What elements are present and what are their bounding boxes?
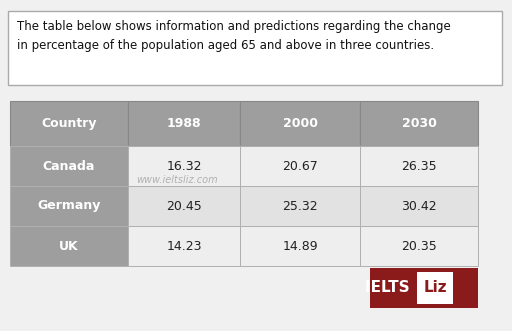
Bar — [128, 186, 240, 226]
Bar — [240, 101, 360, 146]
Bar — [10, 146, 128, 186]
Bar — [360, 226, 478, 266]
Text: Canada: Canada — [43, 160, 95, 172]
Bar — [240, 226, 360, 266]
Bar — [128, 226, 240, 266]
Text: The table below shows information and predictions regarding the change
in percen: The table below shows information and pr… — [17, 20, 451, 52]
Bar — [240, 186, 360, 226]
Text: 1988: 1988 — [167, 117, 201, 130]
Text: 30.42: 30.42 — [401, 200, 437, 213]
Text: 20.35: 20.35 — [401, 240, 437, 253]
Text: 26.35: 26.35 — [401, 160, 437, 172]
Text: 16.32: 16.32 — [166, 160, 202, 172]
Text: 14.89: 14.89 — [282, 240, 318, 253]
Bar — [10, 226, 128, 266]
Text: 20.45: 20.45 — [166, 200, 202, 213]
Text: UK: UK — [59, 240, 79, 253]
Bar — [360, 186, 478, 226]
Text: 2000: 2000 — [283, 117, 317, 130]
Text: 2030: 2030 — [401, 117, 436, 130]
Bar — [128, 146, 240, 186]
Text: Country: Country — [41, 117, 97, 130]
FancyBboxPatch shape — [8, 11, 502, 85]
Text: Germany: Germany — [37, 200, 101, 213]
Bar — [370, 268, 478, 308]
Bar — [10, 186, 128, 226]
Bar — [128, 101, 240, 146]
Bar — [240, 146, 360, 186]
Bar — [360, 146, 478, 186]
Text: 25.32: 25.32 — [282, 200, 318, 213]
Text: 20.67: 20.67 — [282, 160, 318, 172]
Text: 14.23: 14.23 — [166, 240, 202, 253]
Text: IELTS: IELTS — [366, 280, 415, 296]
Text: Liz: Liz — [423, 280, 447, 296]
Bar — [360, 101, 478, 146]
Bar — [417, 272, 453, 304]
Text: www.ieltsliz.com: www.ieltsliz.com — [136, 175, 218, 185]
Bar — [10, 101, 128, 146]
